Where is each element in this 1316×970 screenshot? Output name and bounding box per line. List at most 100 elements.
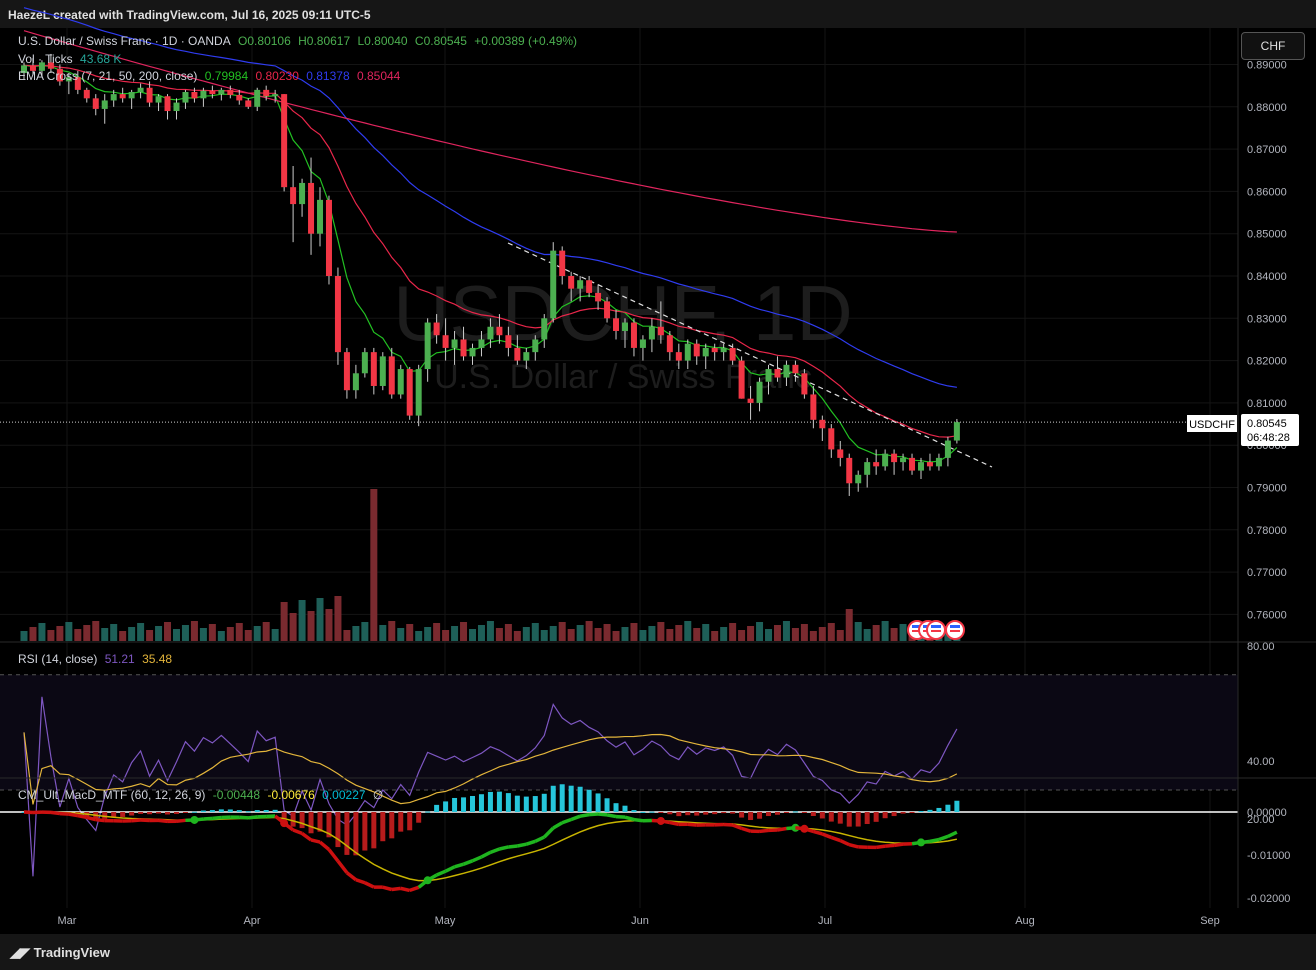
macd-line-segment (570, 814, 581, 822)
macd-line-segment (499, 845, 509, 851)
volume-bar (836, 630, 844, 641)
candle-body (128, 91, 135, 99)
rsi-ma-value: 35.48 (142, 652, 173, 666)
candle-body (568, 276, 575, 289)
macd-histogram-bar (694, 812, 700, 816)
volume-bar (711, 631, 719, 641)
volume-bar (442, 630, 450, 641)
macd-line-segment (741, 826, 752, 833)
macd-line-segment (525, 839, 536, 846)
macd-histogram-bar (209, 810, 215, 812)
macd-histogram-bar (227, 809, 233, 812)
volume-bar (199, 628, 207, 641)
volume-bar (765, 629, 773, 641)
currency-button[interactable]: CHF (1241, 32, 1305, 60)
macd-histogram-bar (434, 804, 440, 812)
candles[interactable] (21, 53, 960, 496)
price-tick-label: 0.87000 (1247, 144, 1287, 156)
candle-body (343, 352, 350, 391)
tradingview-logo[interactable]: ◢◤ TradingView (10, 945, 110, 961)
rsi-legend[interactable]: RSI (14, close) 51.21 35.48 (18, 652, 176, 666)
symbol-legend[interactable]: U.S. Dollar / Swiss Franc · 1D · OANDA O… (18, 34, 581, 48)
volume-bar (164, 622, 172, 641)
candle-body (29, 65, 36, 71)
macd-histogram-bar (380, 812, 386, 842)
volume-bar (155, 626, 163, 641)
candle-body (236, 94, 243, 101)
price-tick-label: 0.81000 (1247, 398, 1287, 410)
top-bar: HaezeL created with TradingView.com, Jul… (0, 0, 1316, 28)
candle-body (352, 373, 359, 391)
macd-histogram-bar (864, 812, 870, 825)
ema50-value: 0.81378 (306, 69, 350, 83)
macd-line-segment (803, 827, 814, 834)
candle-body (137, 87, 144, 92)
macd-line-segment (489, 847, 501, 854)
macd-line-segment (310, 838, 321, 844)
macd-histogram-bar (523, 796, 529, 812)
volume-bar (738, 630, 746, 641)
volume-bar (74, 629, 82, 641)
candle-body (308, 182, 315, 234)
volume-bar (756, 622, 764, 641)
volume-bar (424, 627, 432, 641)
candle-body (182, 91, 189, 103)
macd-histogram-bar (685, 812, 691, 816)
macd-histogram-bar (712, 812, 718, 815)
candle-body (783, 364, 790, 378)
macd-line-segment (59, 811, 69, 816)
price-tick-label: 0.78000 (1247, 525, 1287, 537)
macd-line-segment (426, 873, 438, 882)
macd-line-segment (68, 812, 79, 818)
rsi-pane[interactable] (0, 674, 1238, 877)
candle-body (541, 318, 548, 340)
axes: 0.89000 0.88000 0.87000 0.86000 0.85000 0.840… (0, 28, 1316, 934)
candle-body (209, 90, 216, 95)
macd-line-segment (938, 834, 949, 842)
candle-body (909, 457, 916, 471)
macd-signal-value: -0.00676 (267, 788, 315, 802)
volume-bar (854, 622, 862, 641)
candle-body (74, 77, 81, 90)
volume-legend[interactable]: Vol · Ticks 43.68 K (18, 52, 125, 66)
macd-tick-label: 0.00000 (1247, 807, 1287, 819)
macd-histogram-bar (945, 804, 951, 812)
macd-line-segment (669, 820, 680, 827)
candle-body (334, 276, 341, 353)
macd-histogram-bar (452, 797, 458, 812)
candle-body (299, 182, 306, 205)
rsi-value: 51.21 (104, 652, 135, 666)
candle-body (424, 322, 431, 370)
trendline[interactable] (0, 242, 1238, 468)
macd-pane[interactable] (0, 784, 1238, 893)
macd-histogram-bar (873, 812, 879, 822)
volume-bar (477, 625, 485, 641)
macd-line-segment (86, 815, 97, 822)
volume-bars (20, 489, 961, 641)
macd-line-segment (579, 812, 590, 818)
us-flag-stripe (912, 625, 922, 628)
ema-legend[interactable]: EMA Cross (7, 21, 50, 200, close) 0.7998… (18, 69, 404, 83)
volume-bar (513, 631, 521, 641)
event-flags[interactable] (907, 620, 965, 640)
candle-body (505, 335, 512, 348)
candle-body (711, 347, 718, 353)
volume-bar (451, 626, 459, 641)
volume-bar (298, 600, 306, 641)
volume-bar (585, 621, 593, 641)
macd-line-segment (508, 844, 518, 849)
macd-legend[interactable]: CM_Ult_MacD_MTF (60, 12, 26, 9) -0.00448… (18, 788, 387, 802)
macd-histogram-bar (586, 789, 592, 812)
volume-bar (110, 624, 118, 641)
macd-line-segment (534, 835, 546, 843)
candle-body (801, 373, 808, 395)
volume-bar (549, 626, 557, 641)
candle-body (648, 326, 655, 340)
macd-histogram-bar (102, 812, 108, 819)
ema7-value: 0.79984 (204, 69, 249, 83)
macd-histogram-bar (730, 812, 736, 814)
volume-bar (747, 626, 755, 641)
price-tick-label: 0.85000 (1247, 229, 1287, 241)
candle-body (487, 326, 494, 340)
